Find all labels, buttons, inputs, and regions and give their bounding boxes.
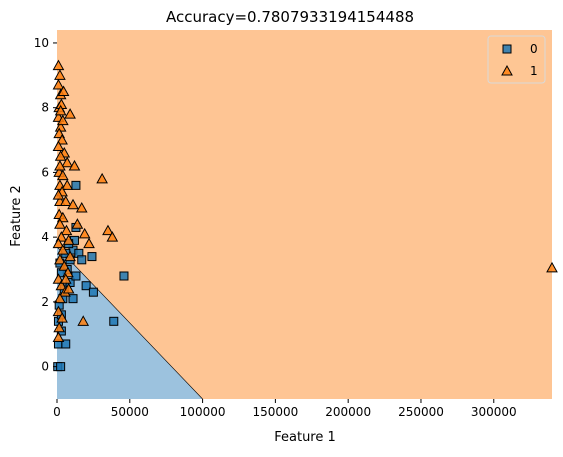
x-tick-label: 300000 <box>471 405 517 419</box>
point-class-1 <box>54 292 66 304</box>
point-class-0 <box>88 287 98 297</box>
x-tick-label: 200000 <box>325 405 371 419</box>
point-class-1 <box>54 253 66 265</box>
point-class-1 <box>67 198 79 210</box>
point-class-1 <box>62 234 75 245</box>
point-class-1 <box>68 159 81 171</box>
point-class-1 <box>55 279 68 291</box>
point-class-1 <box>57 85 70 96</box>
point-class-1 <box>77 315 90 326</box>
y-axis: 0 2 4 6 8 10 <box>34 36 57 374</box>
point-class-1 <box>52 140 65 152</box>
x-tick-label: 50000 <box>111 405 149 419</box>
point-class-1 <box>60 224 73 236</box>
point-class-1 <box>64 250 76 262</box>
point-class-0 <box>71 271 81 281</box>
point-class-1 <box>56 169 69 181</box>
point-class-1 <box>56 114 69 126</box>
point-class-0 <box>109 316 119 326</box>
point-class-1 <box>102 224 114 236</box>
point-class-0 <box>77 255 87 265</box>
point-class-1 <box>62 282 75 294</box>
x-axis-label: Feature 1 <box>274 430 336 445</box>
point-class-1 <box>52 78 65 90</box>
point-class-0 <box>56 362 66 372</box>
y-tick-label: 4 <box>41 230 49 244</box>
point-class-1 <box>52 305 65 317</box>
point-class-1 <box>56 134 68 145</box>
point-class-0 <box>68 294 78 304</box>
plot-area <box>52 30 558 400</box>
point-class-1 <box>58 260 71 271</box>
point-class-1 <box>52 237 65 249</box>
y-tick-label: 8 <box>41 101 49 115</box>
point-class-1 <box>56 312 68 323</box>
point-class-1 <box>52 331 65 342</box>
series-1 <box>52 59 558 342</box>
y-tick-label: 2 <box>41 295 49 309</box>
x-tick-label: 150000 <box>252 405 298 419</box>
point-class-1 <box>54 104 67 116</box>
point-class-1 <box>75 201 88 213</box>
y-tick-label: 6 <box>41 165 49 179</box>
point-class-0 <box>81 281 91 291</box>
decision-boundary <box>56 246 203 400</box>
point-class-1 <box>71 218 84 229</box>
point-class-1 <box>78 227 91 239</box>
point-class-1 <box>56 244 69 255</box>
point-class-1 <box>59 273 72 284</box>
x-tick-label: 100000 <box>180 405 226 419</box>
x-tick-label: 0 <box>53 405 61 419</box>
legend: 01 <box>487 35 546 84</box>
point-class-0 <box>87 252 97 262</box>
point-class-1 <box>54 159 66 171</box>
point-class-1 <box>54 69 66 80</box>
y-tick-label: 0 <box>41 360 49 374</box>
x-tick-label: 250000 <box>398 405 444 419</box>
point-class-1 <box>64 108 76 119</box>
point-class-0 <box>61 339 71 349</box>
point-class-1 <box>61 156 74 168</box>
point-class-1 <box>52 59 65 71</box>
point-class-1 <box>106 231 119 242</box>
y-axis-label: Feature 2 <box>9 185 24 247</box>
point-class-1 <box>61 179 74 190</box>
point-class-1 <box>54 218 66 229</box>
point-class-1 <box>54 150 67 161</box>
point-class-1 <box>52 189 65 200</box>
y-tick-label: 10 <box>34 36 49 50</box>
point-class-0 <box>71 180 81 190</box>
point-class-1 <box>53 321 66 333</box>
legend-marker-1 <box>501 64 513 76</box>
point-class-1 <box>546 261 558 273</box>
chart-title: Accuracy=0.7807933194154488 <box>166 8 414 26</box>
point-class-1 <box>83 237 95 249</box>
legend-box <box>487 35 546 84</box>
point-class-0 <box>119 271 129 281</box>
legend-marker-0 <box>502 44 512 54</box>
legend-label-0: 0 <box>530 42 538 56</box>
legend-label-1: 1 <box>530 64 538 78</box>
point-class-1 <box>59 195 72 207</box>
x-axis: 0 50000 100000 150000 200000 250000 300000 <box>53 399 517 419</box>
point-class-1 <box>96 172 108 184</box>
